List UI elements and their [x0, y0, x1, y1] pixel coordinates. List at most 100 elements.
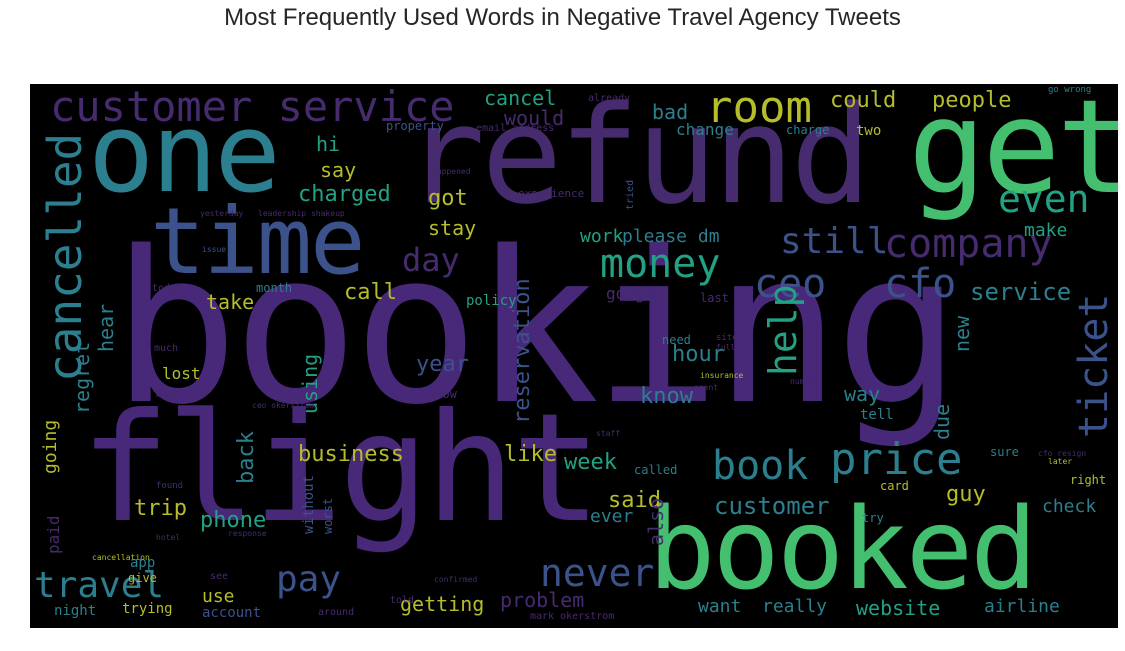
word-new: new — [950, 315, 974, 352]
word-cloud: booking flight refund get one time booke… — [30, 84, 1118, 628]
word-money: money — [600, 241, 721, 287]
word-worst: worst — [321, 497, 335, 534]
word-help: help — [761, 284, 805, 376]
word-issue: issue — [202, 245, 227, 254]
word-try: try — [862, 511, 884, 525]
word-card: card — [880, 479, 909, 493]
word-company: company — [884, 221, 1053, 267]
word-still: still — [780, 221, 889, 262]
word-property: property — [386, 119, 444, 133]
word-cfo-resign: cfo resign — [1038, 449, 1087, 458]
word-pay: pay — [276, 559, 342, 600]
word-called: called — [634, 463, 678, 477]
word-response: response — [228, 529, 267, 538]
word-without: without — [301, 474, 317, 534]
word-policy: policy — [466, 293, 517, 309]
word-got: got — [428, 186, 468, 211]
word-hear: hear — [94, 303, 118, 352]
word-number: number — [790, 377, 819, 386]
word-trip: trip — [134, 496, 187, 521]
word-show: show — [428, 387, 457, 401]
word-bad: bad — [652, 100, 689, 124]
word-ticket: ticket — [1071, 293, 1117, 439]
word-ceo-okerstrom: ceo okerstrom — [252, 401, 315, 410]
word-want: want — [698, 596, 742, 617]
word-time: time — [150, 188, 366, 295]
word-need: need — [662, 333, 691, 347]
word-email-address: email address — [476, 123, 555, 134]
word-like: like — [504, 442, 557, 467]
word-night: night — [54, 603, 97, 619]
word-back: back — [234, 431, 259, 484]
word-week: week — [564, 450, 617, 475]
word-really: really — [762, 596, 828, 617]
word-already: already — [588, 93, 631, 104]
word-go-wrong: go wrong — [1048, 85, 1092, 95]
word-check: check — [1042, 496, 1097, 517]
word-service: service — [970, 278, 1072, 306]
word-happened: happened — [432, 167, 471, 176]
word-sure: sure — [990, 445, 1019, 459]
word-make: make — [1024, 220, 1068, 241]
word-work: work — [580, 226, 624, 247]
word-day: day — [402, 241, 460, 279]
word-know: know — [640, 384, 693, 409]
word-staff: staff — [596, 429, 621, 438]
word-told: told — [390, 595, 415, 606]
word-change: change — [676, 120, 734, 139]
word-year: year — [416, 352, 469, 377]
word-found: found — [156, 481, 184, 491]
word-flight: flight — [80, 382, 602, 556]
word-way: way — [844, 382, 881, 406]
word-customer-service: customer service — [50, 84, 455, 131]
word-said: said — [608, 488, 661, 513]
word-hotel: hotel — [156, 533, 181, 542]
word-leadership-shakeup: leadership shakeup — [258, 209, 345, 218]
word-getting: getting — [400, 592, 485, 616]
word-hi: hi — [316, 132, 341, 156]
word-going: going — [40, 419, 61, 474]
word-full: full — [716, 343, 736, 352]
word-yesterday: yesterday — [200, 209, 244, 218]
word-price: price — [830, 434, 963, 485]
word-use: use — [202, 586, 235, 607]
word-later: later — [1048, 457, 1073, 466]
word-trying: trying — [122, 601, 173, 617]
word-paid: paid — [44, 515, 63, 554]
word-right: right — [1070, 473, 1107, 487]
word-give: give — [128, 571, 157, 585]
word-see: see — [210, 571, 229, 582]
word-customer: customer — [714, 492, 830, 520]
word-never: never — [540, 551, 655, 595]
word-lost: lost — [162, 364, 201, 383]
word-booked: booked — [648, 485, 1038, 615]
word-one: one — [88, 89, 281, 217]
chart-title: Most Frequently Used Words in Negative T… — [224, 4, 901, 31]
word-charged: charged — [298, 182, 391, 207]
word-made: made — [156, 389, 181, 400]
word-refund: refund — [404, 84, 872, 234]
word-also: also — [644, 497, 668, 546]
word-say: say — [320, 158, 357, 182]
word-even: even — [998, 177, 1090, 221]
word-app: app — [130, 555, 156, 571]
word-cancellation: cancellation — [92, 553, 150, 562]
word-regret: regret — [70, 341, 94, 414]
word-website: website — [856, 596, 941, 620]
word-last: last — [700, 291, 729, 305]
word-insurance: insurance — [700, 371, 744, 380]
word-guy: guy — [946, 482, 986, 507]
word-take: take — [206, 290, 255, 314]
word-hour: hour — [672, 342, 725, 367]
word-cancel: cancel — [484, 86, 557, 110]
word-get: get — [908, 84, 1118, 223]
word-charge: charge — [786, 123, 830, 137]
word-cfo: cfo — [884, 261, 957, 307]
word-ceo: ceo — [754, 261, 827, 307]
word-account: account — [202, 605, 262, 621]
word-tried: tried — [625, 179, 636, 210]
word-today: today — [152, 283, 183, 294]
word-people: people — [932, 88, 1012, 113]
word-call: call — [344, 280, 397, 305]
word-book: book — [712, 443, 809, 489]
